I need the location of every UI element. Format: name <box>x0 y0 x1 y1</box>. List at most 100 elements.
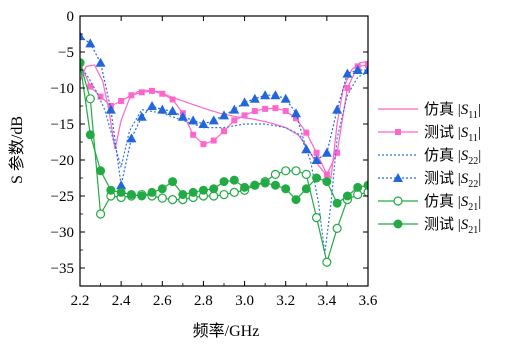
y-tick-label: −25 <box>51 189 74 205</box>
series-3-point-13 <box>208 115 219 125</box>
series-3-point-12 <box>198 119 209 128</box>
legend-label: 仿真 |S21| <box>424 192 481 213</box>
x-tick-label: 2.8 <box>194 293 213 309</box>
series-3-point-10 <box>177 111 188 121</box>
series-4-point-9 <box>167 195 178 205</box>
series-3-point-4 <box>116 180 127 190</box>
series-1-point-12 <box>200 141 207 148</box>
series-1-point-18 <box>262 105 269 112</box>
series-5-point-6 <box>137 191 147 201</box>
series-4-point-21 <box>291 166 301 176</box>
x-tick-label: 2.6 <box>153 293 172 309</box>
series-1-point-28 <box>365 61 368 68</box>
series-5-point-25 <box>332 198 342 208</box>
series-3-point-0 <box>80 31 85 41</box>
y-tick-label: −5 <box>58 45 74 61</box>
series-3-point-20 <box>280 93 291 103</box>
x-tick-label: 3.6 <box>359 293 378 309</box>
series-1-point-7 <box>149 87 155 94</box>
series-5-point-11 <box>188 187 198 197</box>
series-3-point-22 <box>301 144 312 154</box>
series-1-point-23 <box>313 149 320 156</box>
series-1-point-2 <box>97 93 104 100</box>
legend-label: 测试 |S22| <box>424 170 481 190</box>
x-tick-label: 3.4 <box>317 293 336 309</box>
series-5-point-9 <box>168 177 178 187</box>
series-1-point-11 <box>190 131 197 138</box>
x-axis-label: 频率/GHz <box>193 322 260 340</box>
series-1-point-5 <box>128 92 135 99</box>
series-4-point-28 <box>363 187 368 197</box>
legend-label: 仿真 |S22| <box>424 146 481 167</box>
series-line-3 <box>80 35 368 186</box>
series-5-point-15 <box>229 175 239 185</box>
series-3-point-1 <box>85 38 96 48</box>
x-tick-label: 2.4 <box>112 293 131 309</box>
series-1-point-6 <box>138 89 145 96</box>
series-5-point-21 <box>291 195 301 205</box>
legend-entry-2: 仿真 |S22| <box>378 146 481 167</box>
series-4-point-15 <box>229 187 239 197</box>
y-tick-label: −30 <box>51 225 74 241</box>
series-5-point-7 <box>147 187 157 197</box>
y-tick-label: −10 <box>51 81 74 97</box>
series-3-point-19 <box>270 90 281 100</box>
series-5-point-3 <box>106 185 116 195</box>
series-3 <box>80 31 368 190</box>
series-3-point-24 <box>321 147 332 157</box>
series-5-point-8 <box>157 184 167 194</box>
x-tick-label: 3.2 <box>276 293 295 309</box>
series-1-point-1 <box>87 83 94 90</box>
series-3-point-18 <box>260 90 271 100</box>
series-3-point-11 <box>188 115 199 125</box>
series-1-point-16 <box>241 112 248 119</box>
series-4-point-2 <box>95 209 106 219</box>
legend-entry-0: 仿真 |S11| <box>378 100 481 121</box>
y-tick-label: −20 <box>51 153 74 169</box>
series-3-point-6 <box>136 111 147 121</box>
series-5-point-2 <box>96 166 106 176</box>
series-3-point-21 <box>291 108 301 118</box>
y-tick-label: −35 <box>51 261 74 277</box>
y-tick-label: −15 <box>51 117 74 133</box>
legend-swatch-marker <box>393 173 403 182</box>
series-5-point-0 <box>80 58 85 68</box>
series-5-point-27 <box>353 182 363 192</box>
series-1-point-17 <box>251 108 258 115</box>
series-5-point-28 <box>363 180 368 190</box>
series-5-point-14 <box>219 177 229 187</box>
series-5-point-13 <box>209 184 219 194</box>
plot-frame <box>79 15 369 287</box>
series-4-point-1 <box>85 94 95 104</box>
series-1-point-13 <box>210 137 217 144</box>
series-4-point-24 <box>322 257 332 267</box>
series-1-point-4 <box>118 97 125 104</box>
y-axis-label: S 参数/dB <box>8 116 26 184</box>
series-4-point-25 <box>332 223 342 233</box>
series-3-point-7 <box>147 101 157 110</box>
series-3-point-5 <box>126 133 137 143</box>
series-0 <box>80 60 368 180</box>
axes: 2.2 2.4 2.6 2.8 3.0 3.2 3.4 3.6 0 −5 −10 −15 −20 −25 −… <box>51 9 378 309</box>
series-5-point-26 <box>342 191 352 201</box>
legend-entry-5: 测试 |S21| <box>378 216 481 236</box>
series-5-point-24 <box>322 177 332 187</box>
series-3-point-23 <box>311 155 322 164</box>
series-5-point-23 <box>312 173 322 183</box>
series-3-point-26 <box>342 68 353 78</box>
series-3-point-8 <box>157 104 168 114</box>
series-2 <box>80 66 368 254</box>
legend-label: 仿真 |S11| <box>424 100 481 121</box>
x-tick-label: 2.2 <box>71 293 90 309</box>
series-1-point-19 <box>272 105 279 112</box>
series-3-point-28 <box>363 65 368 74</box>
series-1-point-24 <box>323 171 330 178</box>
legend-swatch-marker <box>393 196 403 206</box>
series-3-point-9 <box>167 106 178 116</box>
series-5-point-10 <box>178 190 188 200</box>
series-3-point-15 <box>229 104 240 114</box>
legend-label: 测试 |S21| <box>424 216 481 236</box>
plot-area <box>80 31 368 267</box>
series-4-point-20 <box>281 166 291 176</box>
series-5-point-1 <box>85 130 95 140</box>
